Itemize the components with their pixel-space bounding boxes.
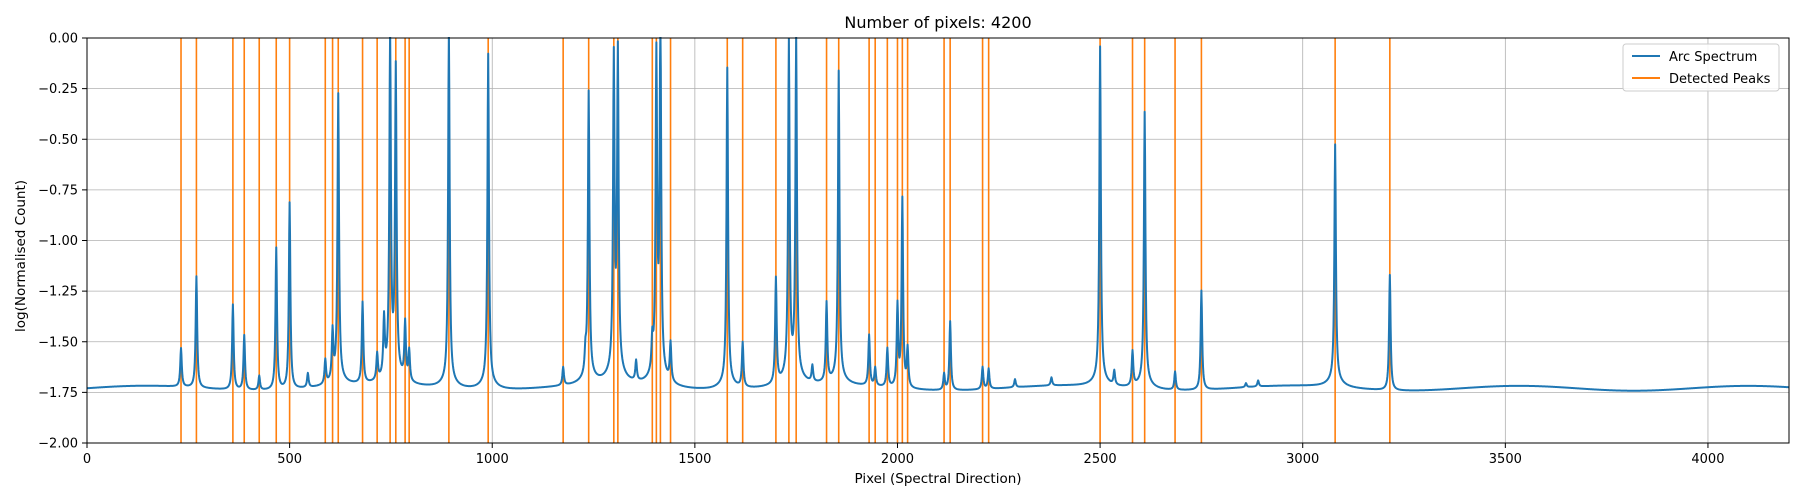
x-tick-label: 4000 (1691, 452, 1724, 467)
x-tick-label: 1000 (476, 452, 509, 467)
chart-title: Number of pixels: 4200 (844, 13, 1031, 32)
x-tick-label: 3000 (1286, 452, 1319, 467)
y-tick-label: −0.75 (38, 183, 78, 198)
x-axis-ticks: 0 500 1000 1500 2000 2500 3000 3500 4000 (83, 443, 1724, 467)
y-tick-label: 0.00 (49, 32, 78, 47)
x-tick-label: 2500 (1084, 452, 1117, 467)
y-axis-label: log(Normalised Count) (13, 180, 29, 332)
y-tick-label: −1.25 (38, 285, 78, 300)
x-tick-label: 500 (277, 452, 302, 467)
x-tick-label: 1500 (678, 452, 711, 467)
y-tick-label: −1.75 (38, 386, 78, 401)
legend-box (1622, 43, 1780, 92)
legend-label-arc-spectrum: Arc Spectrum (1669, 50, 1757, 65)
detected-peaks-series (180, 38, 1391, 443)
y-tick-label: −0.25 (38, 82, 78, 97)
y-axis-ticks: 0.00 −0.25 −0.50 −0.75 −1.00 −1.25 −1.50 −1.75 −… (38, 32, 87, 452)
legend: Arc Spectrum Detected Peaks (1622, 43, 1780, 92)
y-tick-label: −2.00 (38, 437, 78, 452)
legend-label-detected-peaks: Detected Peaks (1669, 72, 1771, 87)
x-axis-label: Pixel (Spectral Direction) (854, 471, 1021, 487)
y-tick-label: −1.00 (38, 234, 78, 249)
x-tick-label: 2000 (881, 452, 914, 467)
arc-spectrum-line (87, 37, 1789, 392)
x-tick-label: 0 (83, 452, 91, 467)
y-tick-label: −1.50 (38, 335, 78, 350)
y-tick-label: −0.50 (38, 133, 78, 148)
x-tick-label: 3500 (1489, 452, 1522, 467)
